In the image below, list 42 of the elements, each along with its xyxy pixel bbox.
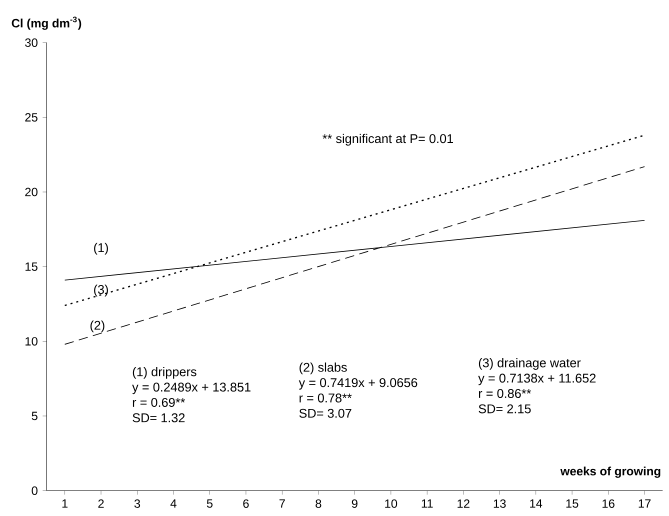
x-tick-label: 13 — [494, 499, 506, 508]
annotation: SD= 2.15 — [478, 404, 531, 414]
y-tick-label: 30 — [25, 38, 38, 47]
x-tick-label: 3 — [134, 499, 140, 508]
annotation: r = 0.78** — [300, 393, 352, 402]
x-tick-label: 5 — [206, 499, 213, 508]
annotation: r = 0.69** — [132, 398, 186, 407]
annotation: (1) drippers — [132, 366, 196, 379]
y-tick-label: 20 — [25, 188, 38, 196]
x-tick-label: 7 — [279, 499, 285, 508]
y-axis-title: Cl (mg dm$^{-3}$) — [12, 16, 82, 30]
x-tick-label: 14 — [530, 499, 542, 508]
annotation: SD= 3.07 — [299, 408, 352, 418]
annotation: y = 0.7419x + 9.0656 — [298, 378, 418, 390]
x-tick-label: 16 — [602, 499, 614, 508]
y-tick-label: 15 — [26, 262, 38, 271]
y-tick-label: 0 — [32, 486, 38, 495]
annotation: r = 0.86** — [478, 389, 532, 398]
y-tick-label: 10 — [26, 337, 38, 346]
x-tick-label: 4 — [170, 499, 176, 508]
x-tick-label: 1 — [62, 499, 68, 508]
x-tick-label: 15 — [566, 499, 578, 508]
annotation: y = 0.2489x + 13.851 — [132, 382, 250, 394]
x-tick-label: 6 — [243, 499, 249, 508]
x-tick-label: 11 — [422, 499, 433, 508]
x-tick-label: 10 — [385, 499, 398, 508]
x-tick-label: 2 — [98, 499, 104, 508]
x-axis-title: weeks of growing — [560, 466, 660, 478]
x-tick-label: 17 — [638, 499, 651, 508]
series-label: (1) — [94, 242, 108, 255]
annotation: (3) drainage water — [478, 358, 581, 370]
series-label: (3) — [94, 284, 108, 296]
x-tick-label: 9 — [352, 499, 358, 508]
y-tick-label: 5 — [32, 412, 38, 420]
y-tick-label: 25 — [25, 113, 38, 122]
annotation: (2) slabs — [300, 362, 347, 374]
annotation: y = 0.7138x + 11.652 — [478, 374, 596, 386]
series-label: (2) — [90, 320, 104, 332]
annotation: SD= 1.32 — [132, 413, 185, 422]
x-tick-label: 12 — [458, 499, 470, 508]
x-tick-label: 8 — [316, 499, 322, 508]
annotation: ** significant at P= 0.01 — [322, 134, 453, 146]
